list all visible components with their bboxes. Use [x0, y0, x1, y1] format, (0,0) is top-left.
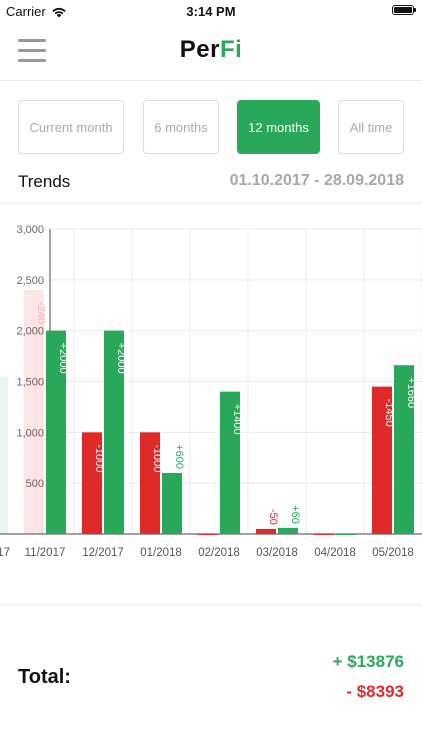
x-tick-label: 05/2018 — [372, 547, 414, 559]
tab-current-month[interactable]: Current month — [18, 100, 124, 154]
carrier-info: Carrier — [6, 4, 67, 19]
carrier-label: Carrier — [6, 4, 46, 19]
total-label: Total: — [18, 666, 71, 688]
income-bar — [46, 330, 66, 534]
app-logo: PerFi — [0, 36, 422, 64]
x-tick-label: 02/2018 — [198, 547, 240, 559]
logo-text-per: Per — [179, 36, 220, 63]
y-tick-label: 1,500 — [16, 377, 44, 389]
date-range: 01.10.2017 - 28.09.2018 — [229, 172, 404, 189]
tab-12-months[interactable]: 12 months — [237, 100, 320, 154]
expense-bar — [82, 432, 102, 534]
expense-data-label: -1000 — [151, 444, 163, 472]
y-tick-label: 2,500 — [16, 275, 44, 287]
status-bar: Carrier 3:14 PM — [0, 0, 422, 22]
status-time: 3:14 PM — [186, 4, 236, 19]
x-tick-label: 03/2018 — [256, 547, 298, 559]
income-bar — [162, 473, 182, 534]
income-bar — [104, 330, 124, 534]
expense-bar — [198, 534, 218, 535]
divider — [0, 203, 422, 204]
x-tick-label: 12/2017 — [82, 547, 124, 559]
income-data-label: +1660 — [405, 377, 417, 408]
y-tick-label: 3,000 — [16, 224, 44, 236]
period-tabs: Current month 6 months 12 months All tim… — [18, 100, 404, 154]
trends-title: Trends — [18, 172, 71, 191]
expense-bar — [24, 290, 44, 534]
x-tick-label: 04/2018 — [314, 547, 356, 559]
wifi-icon — [52, 7, 66, 17]
hamburger-menu-icon[interactable] — [18, 39, 46, 62]
trends-chart-svg: 3,000 2,500 2,000 1,500 1,000 500 17 -240 +2000 1… — [0, 224, 422, 559]
x-tick-label: 01/2018 — [140, 547, 182, 559]
income-data-label: +2000 — [57, 343, 69, 374]
expense-data-label: -1000 — [93, 444, 105, 472]
expense-data-label: -240 — [35, 302, 47, 324]
logo-text-fi: Fi — [219, 36, 243, 63]
x-tick-label: 17 — [0, 547, 10, 559]
trends-header: Trends 01.10.2017 - 28.09.2018 — [18, 172, 404, 194]
tab-6-months[interactable]: 6 months — [143, 100, 219, 154]
income-bar — [0, 376, 8, 534]
income-data-label: +2000 — [115, 343, 127, 374]
expense-bar — [256, 528, 276, 534]
x-tick-label: 11/2017 — [25, 547, 66, 559]
expense-bar — [140, 432, 160, 534]
income-data-label: +1400 — [231, 404, 243, 435]
tab-all-time[interactable]: All time — [338, 100, 404, 154]
income-data-label: +600 — [173, 444, 185, 469]
income-data-label: +60 — [289, 505, 301, 524]
y-tick-label: 500 — [26, 478, 44, 490]
income-bar — [336, 534, 356, 535]
y-tick-label: 1,000 — [16, 427, 44, 439]
divider — [0, 604, 422, 605]
total-expense: - $8393 — [346, 682, 404, 701]
expense-bar — [372, 386, 392, 534]
income-bar — [278, 527, 298, 534]
total-income: + $13876 — [332, 652, 404, 671]
income-bar — [220, 391, 240, 534]
trends-chart[interactable]: 3,000 2,500 2,000 1,500 1,000 500 17 -240 +2000 1… — [0, 204, 422, 584]
y-tick-label: 2,000 — [16, 326, 44, 338]
expense-bar — [314, 534, 334, 535]
expense-data-label: -1450 — [383, 399, 395, 427]
expense-data-label: -50 — [267, 509, 279, 525]
totals: Total: + $13876 - $8393 — [0, 650, 422, 710]
income-bar — [394, 365, 414, 534]
battery-icon — [392, 5, 416, 15]
app-header: PerFi — [0, 22, 422, 81]
